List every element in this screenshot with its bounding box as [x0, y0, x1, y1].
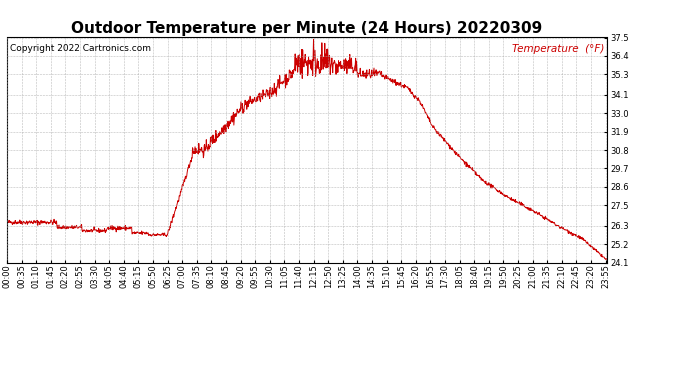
- Text: Copyright 2022 Cartronics.com: Copyright 2022 Cartronics.com: [10, 44, 151, 53]
- Title: Outdoor Temperature per Minute (24 Hours) 20220309: Outdoor Temperature per Minute (24 Hours…: [72, 21, 542, 36]
- Text: Temperature  (°F): Temperature (°F): [512, 44, 604, 54]
